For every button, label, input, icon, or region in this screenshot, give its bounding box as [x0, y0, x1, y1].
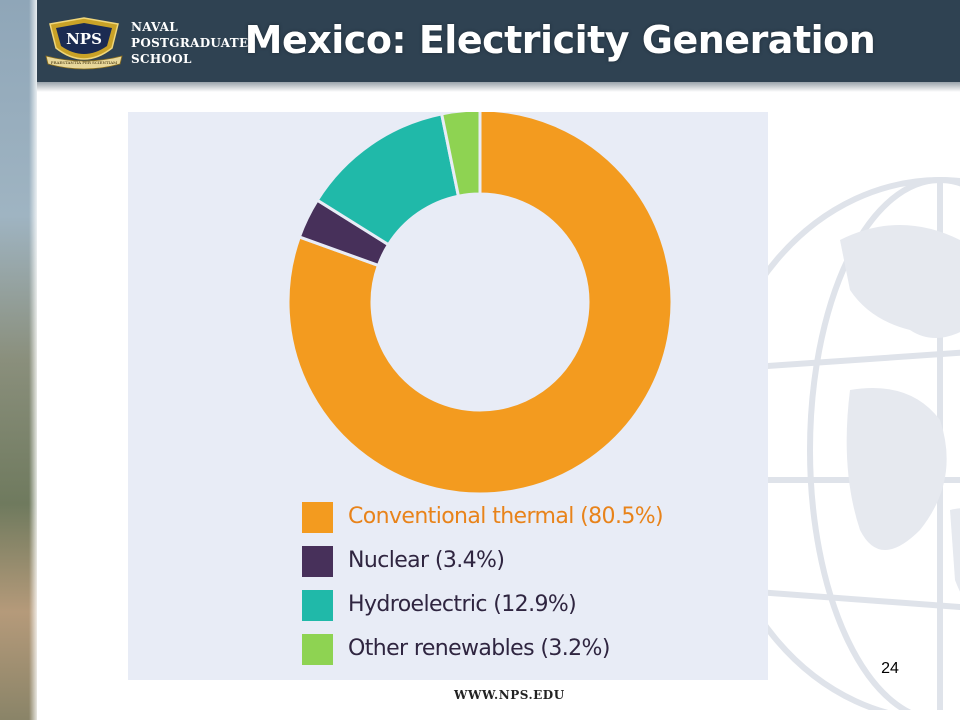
- logo-text: NPS: [66, 30, 102, 48]
- school-line-3: SCHOOL: [131, 52, 192, 66]
- legend-swatch-conventional-thermal: [302, 502, 333, 533]
- nps-shield-logo: NPS PRAESTANTIA PER SCIENTIAM: [45, 17, 123, 70]
- legend-label-conventional-thermal: Conventional thermal (80.5%): [348, 504, 664, 529]
- footer-url: WWW.NPS.EDU: [454, 688, 565, 702]
- page-number: 24: [881, 660, 899, 677]
- slide-header: [37, 0, 960, 82]
- legend-label-other-renewables: Other renewables (3.2%): [348, 636, 610, 661]
- legend-item-nuclear: Nuclear (3.4%): [302, 544, 742, 577]
- side-photo-strip: [0, 0, 37, 720]
- logo-motto: PRAESTANTIA PER SCIENTIAM: [51, 60, 117, 65]
- slide-title: Mexico: Electricity Generation: [244, 18, 876, 62]
- legend-item-conventional-thermal: Conventional thermal (80.5%): [302, 500, 742, 533]
- legend-swatch-nuclear: [302, 546, 333, 577]
- donut-chart: [286, 112, 674, 496]
- chart-panel: [128, 112, 768, 680]
- legend-label-hydroelectric: Hydroelectric (12.9%): [348, 592, 577, 617]
- school-line-1: NAVAL: [131, 20, 179, 34]
- legend-label-nuclear: Nuclear (3.4%): [348, 548, 505, 573]
- legend-swatch-hydroelectric: [302, 590, 333, 621]
- globe-watermark: [707, 177, 960, 710]
- donut-slice-other-renewables: [439, 112, 482, 198]
- header-shadow: [37, 82, 960, 92]
- legend-item-hydroelectric: Hydroelectric (12.9%): [302, 588, 742, 621]
- school-name: NAVAL POSTGRADUATE SCHOOL: [131, 19, 248, 67]
- donut-slice-conventional-thermal: [286, 112, 674, 496]
- legend-item-other-renewables: Other renewables (3.2%): [302, 632, 742, 665]
- legend-swatch-other-renewables: [302, 634, 333, 665]
- school-line-2: POSTGRADUATE: [131, 36, 249, 50]
